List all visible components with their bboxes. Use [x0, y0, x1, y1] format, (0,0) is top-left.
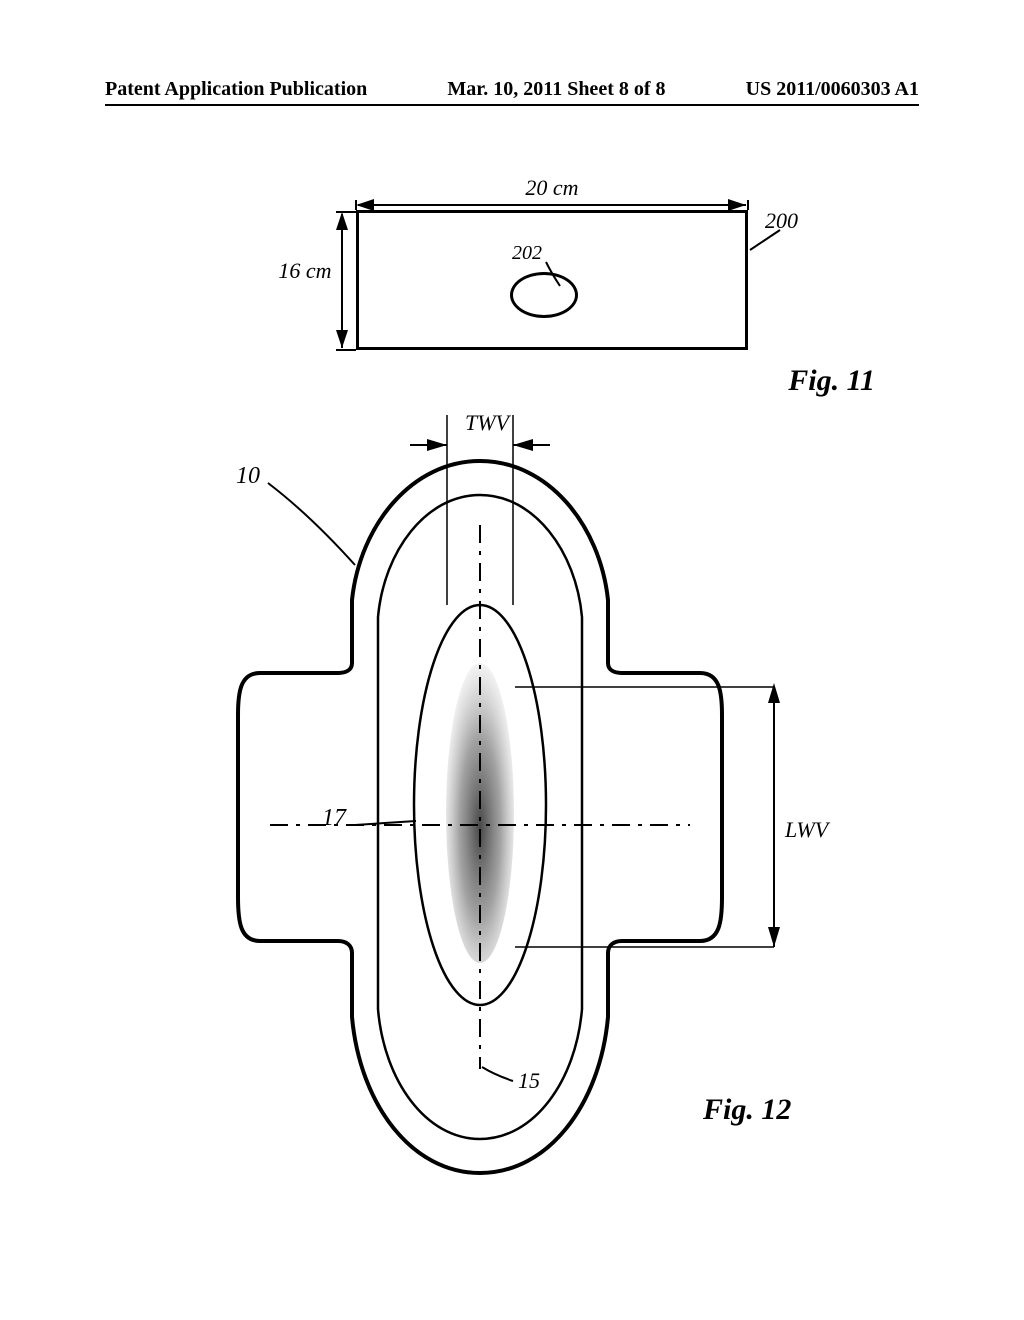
header-right: US 2011/0060303 A1 [746, 78, 919, 101]
fig12-caption: Fig. 12 [703, 1093, 791, 1127]
fig11-ref-200: 200 [765, 208, 798, 234]
header-center: Mar. 10, 2011 Sheet 8 of 8 [447, 78, 665, 101]
page: Patent Application Publication Mar. 10, … [0, 0, 1024, 1320]
fig12-leader-15 [482, 1067, 513, 1081]
figure-12: TWV LWV 10 17 15 Fig. 12 [160, 405, 880, 1225]
fig12-ref-15: 15 [518, 1068, 540, 1094]
fig12-twv-label: TWV [465, 410, 509, 436]
fig12-leader-10 [268, 483, 355, 565]
header-left: Patent Application Publication [105, 78, 367, 101]
figure-11: 20 cm 16 cm [260, 170, 760, 390]
fig12-lwv-label: LWV [785, 817, 828, 843]
page-header: Patent Application Publication Mar. 10, … [105, 78, 919, 101]
fig11-caption: Fig. 11 [788, 364, 875, 398]
fig11-dimensions-svg [260, 170, 820, 390]
fig11-ref-202: 202 [512, 242, 542, 265]
header-rule [105, 104, 919, 106]
fig12-ref-17: 17 [322, 805, 346, 832]
fig12-ref-10: 10 [236, 463, 260, 490]
